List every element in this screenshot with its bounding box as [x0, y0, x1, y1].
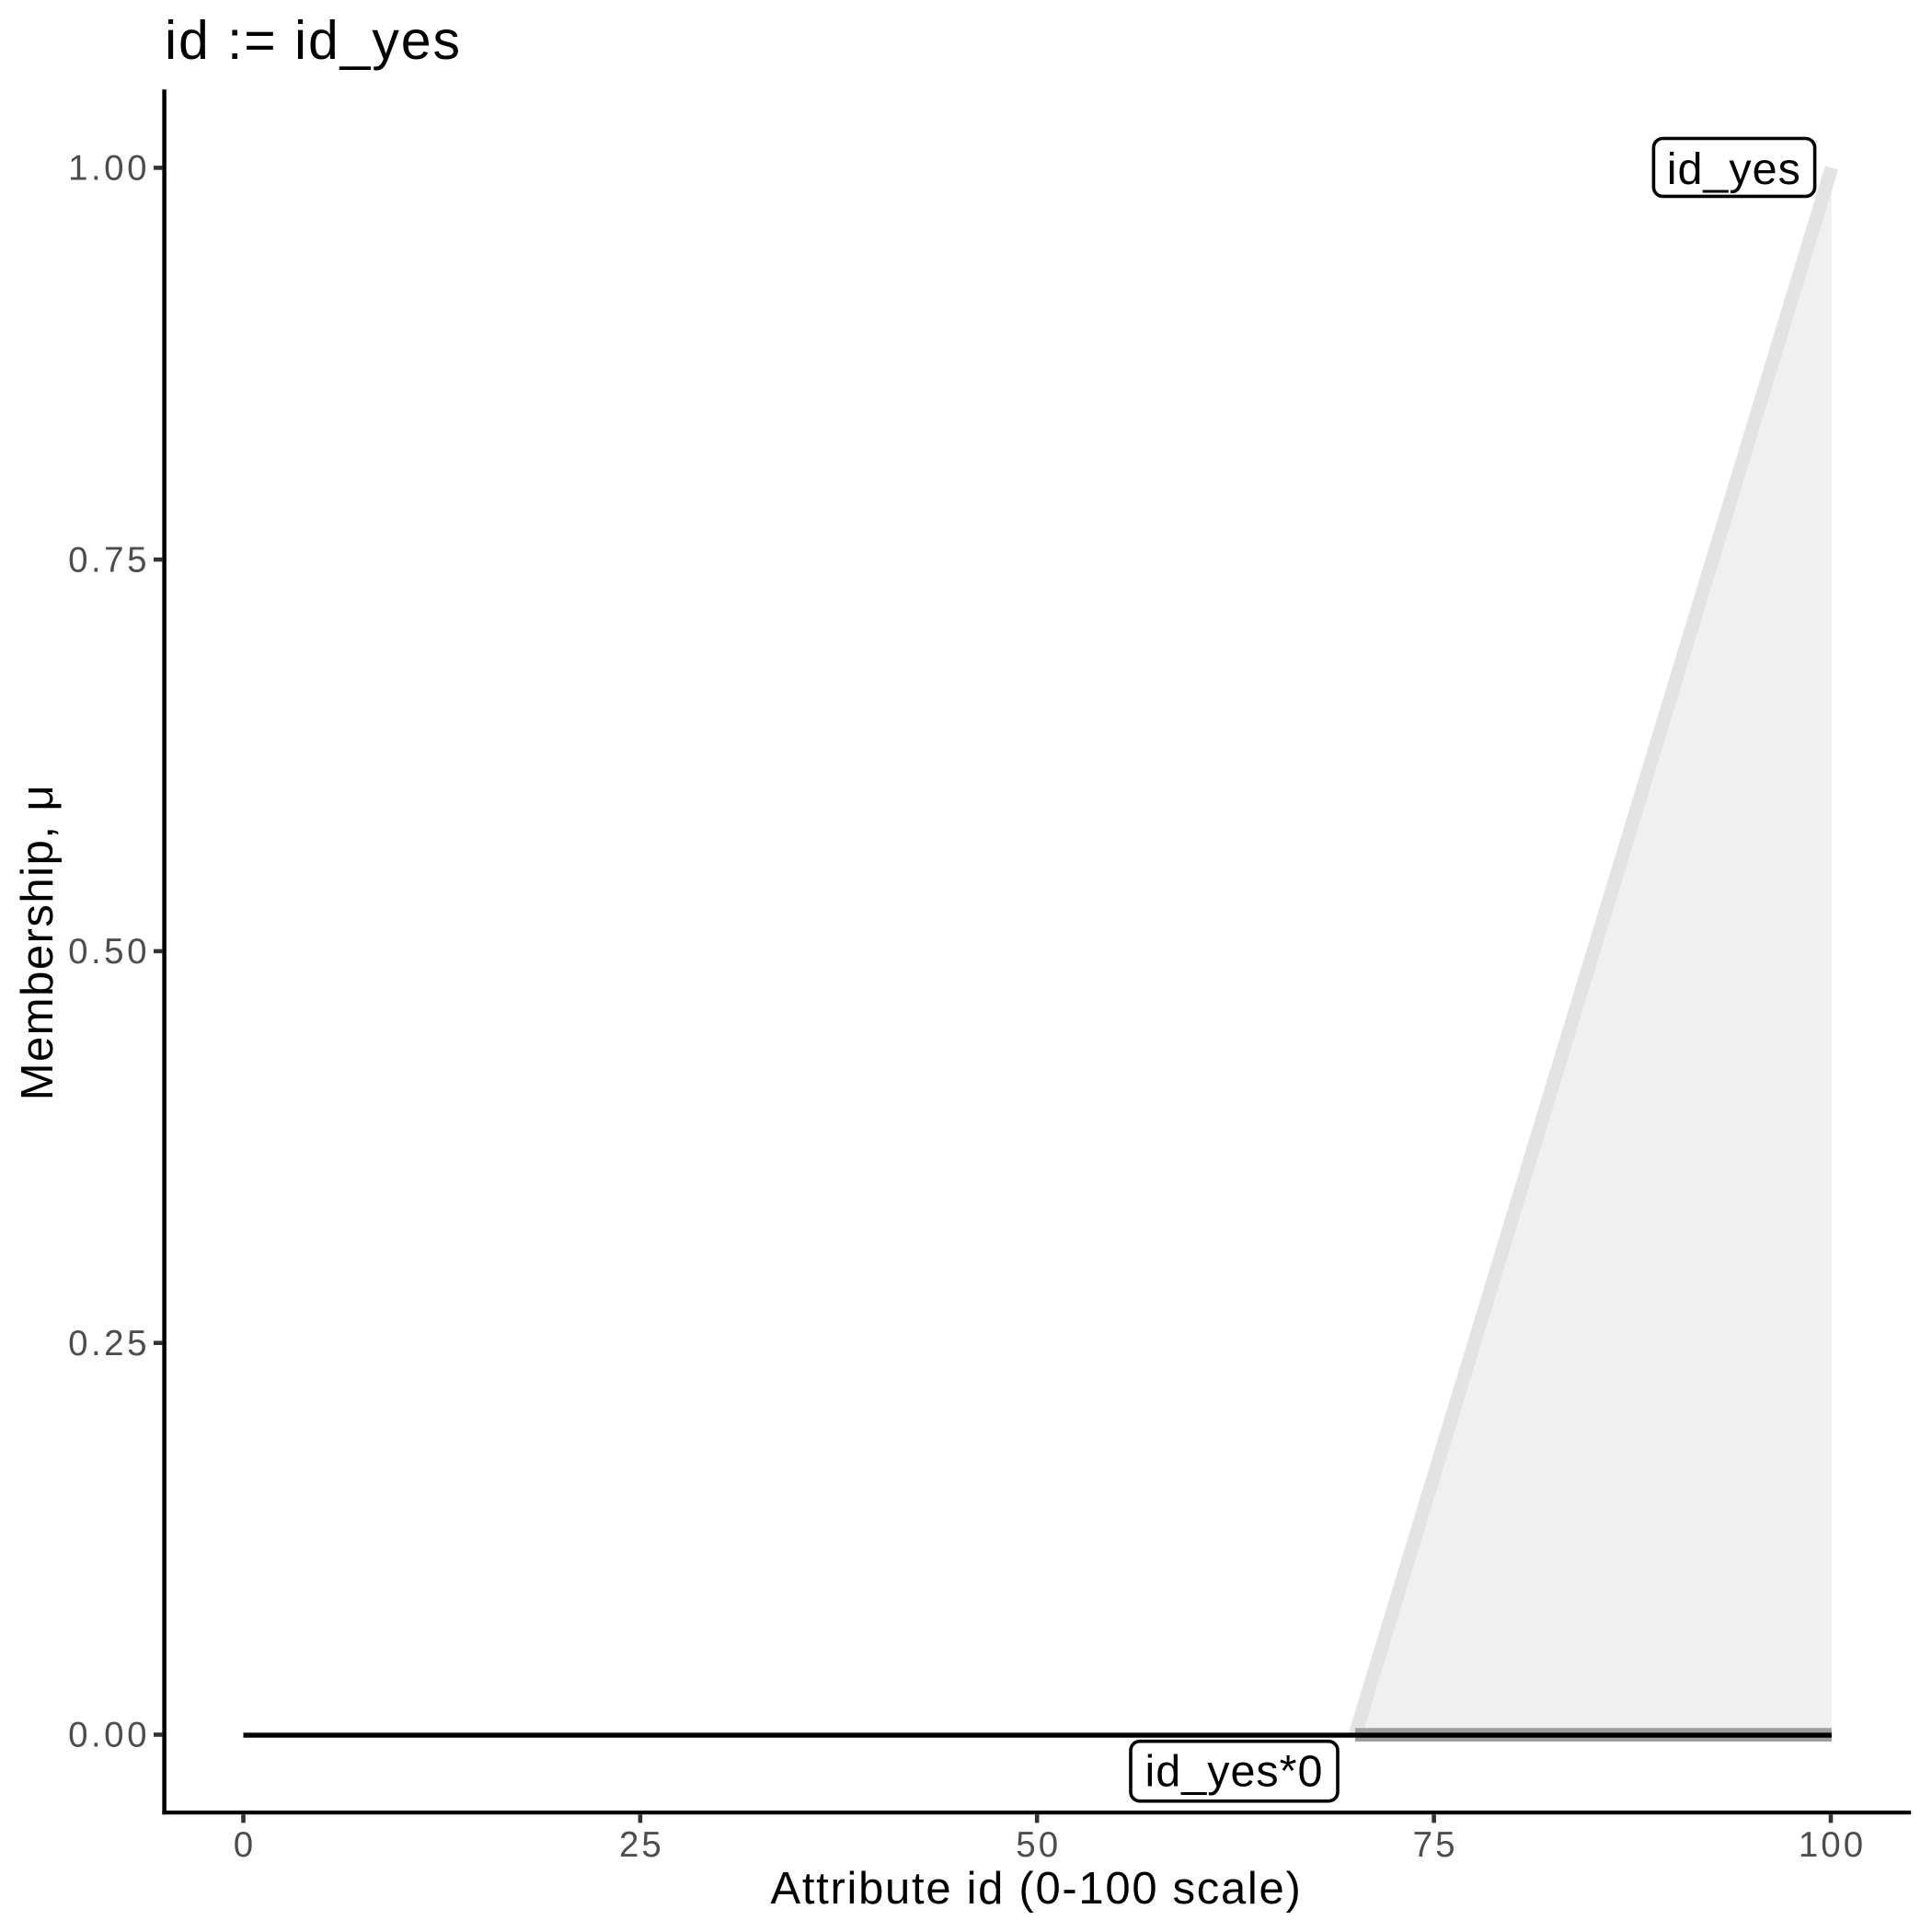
svg-text:id_yes*0: id_yes*0: [1144, 1746, 1323, 1796]
svg-text:id := id_yes: id := id_yes: [165, 10, 462, 71]
svg-text:0.75: 0.75: [68, 540, 150, 580]
svg-text:Attribute id (0-100 scale): Attribute id (0-100 scale): [770, 1864, 1302, 1914]
svg-text:50: 50: [1016, 1825, 1061, 1865]
svg-text:0.50: 0.50: [68, 932, 150, 972]
svg-text:1.00: 1.00: [68, 149, 150, 189]
svg-text:25: 25: [619, 1825, 664, 1865]
svg-text:Membership, μ: Membership, μ: [13, 784, 63, 1101]
svg-text:75: 75: [1413, 1825, 1458, 1865]
svg-text:id_yes: id_yes: [1667, 144, 1801, 194]
svg-text:0.25: 0.25: [68, 1324, 150, 1363]
svg-text:0: 0: [234, 1825, 256, 1865]
svg-text:0.00: 0.00: [68, 1716, 150, 1755]
svg-text:100: 100: [1799, 1825, 1866, 1865]
